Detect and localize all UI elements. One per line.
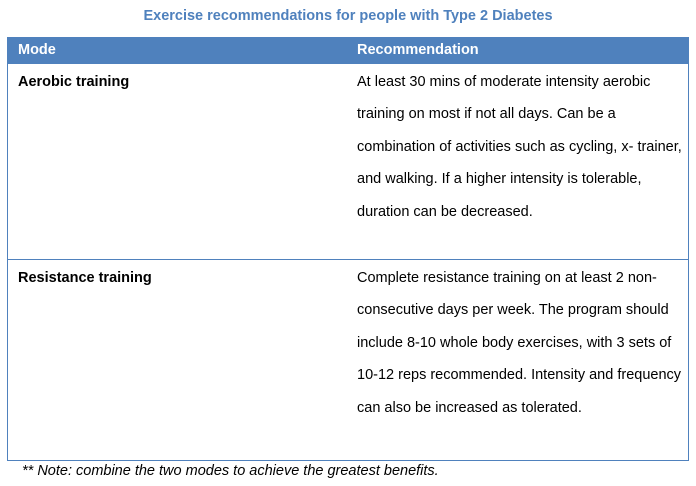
mode-cell: Aerobic training xyxy=(18,74,130,90)
table-caption: Exercise recommendations for people with… xyxy=(143,8,553,24)
recommendations-table: Mode Recommendation Aerobic training At … xyxy=(7,37,689,461)
header-mode: Mode xyxy=(18,42,56,58)
table-header-row: Mode Recommendation xyxy=(8,38,688,64)
recommendation-cell: Complete resistance training on at least… xyxy=(357,270,682,416)
table-row: Resistance training Complete resistance … xyxy=(8,260,688,460)
footnote: ** Note: combine the two modes to achiev… xyxy=(22,463,439,479)
recommendation-cell: At least 30 mins of moderate intensity a… xyxy=(357,74,682,220)
mode-cell: Resistance training xyxy=(18,270,152,286)
table-row: Aerobic training At least 30 mins of mod… xyxy=(8,64,688,260)
header-recommendation: Recommendation xyxy=(357,42,479,58)
